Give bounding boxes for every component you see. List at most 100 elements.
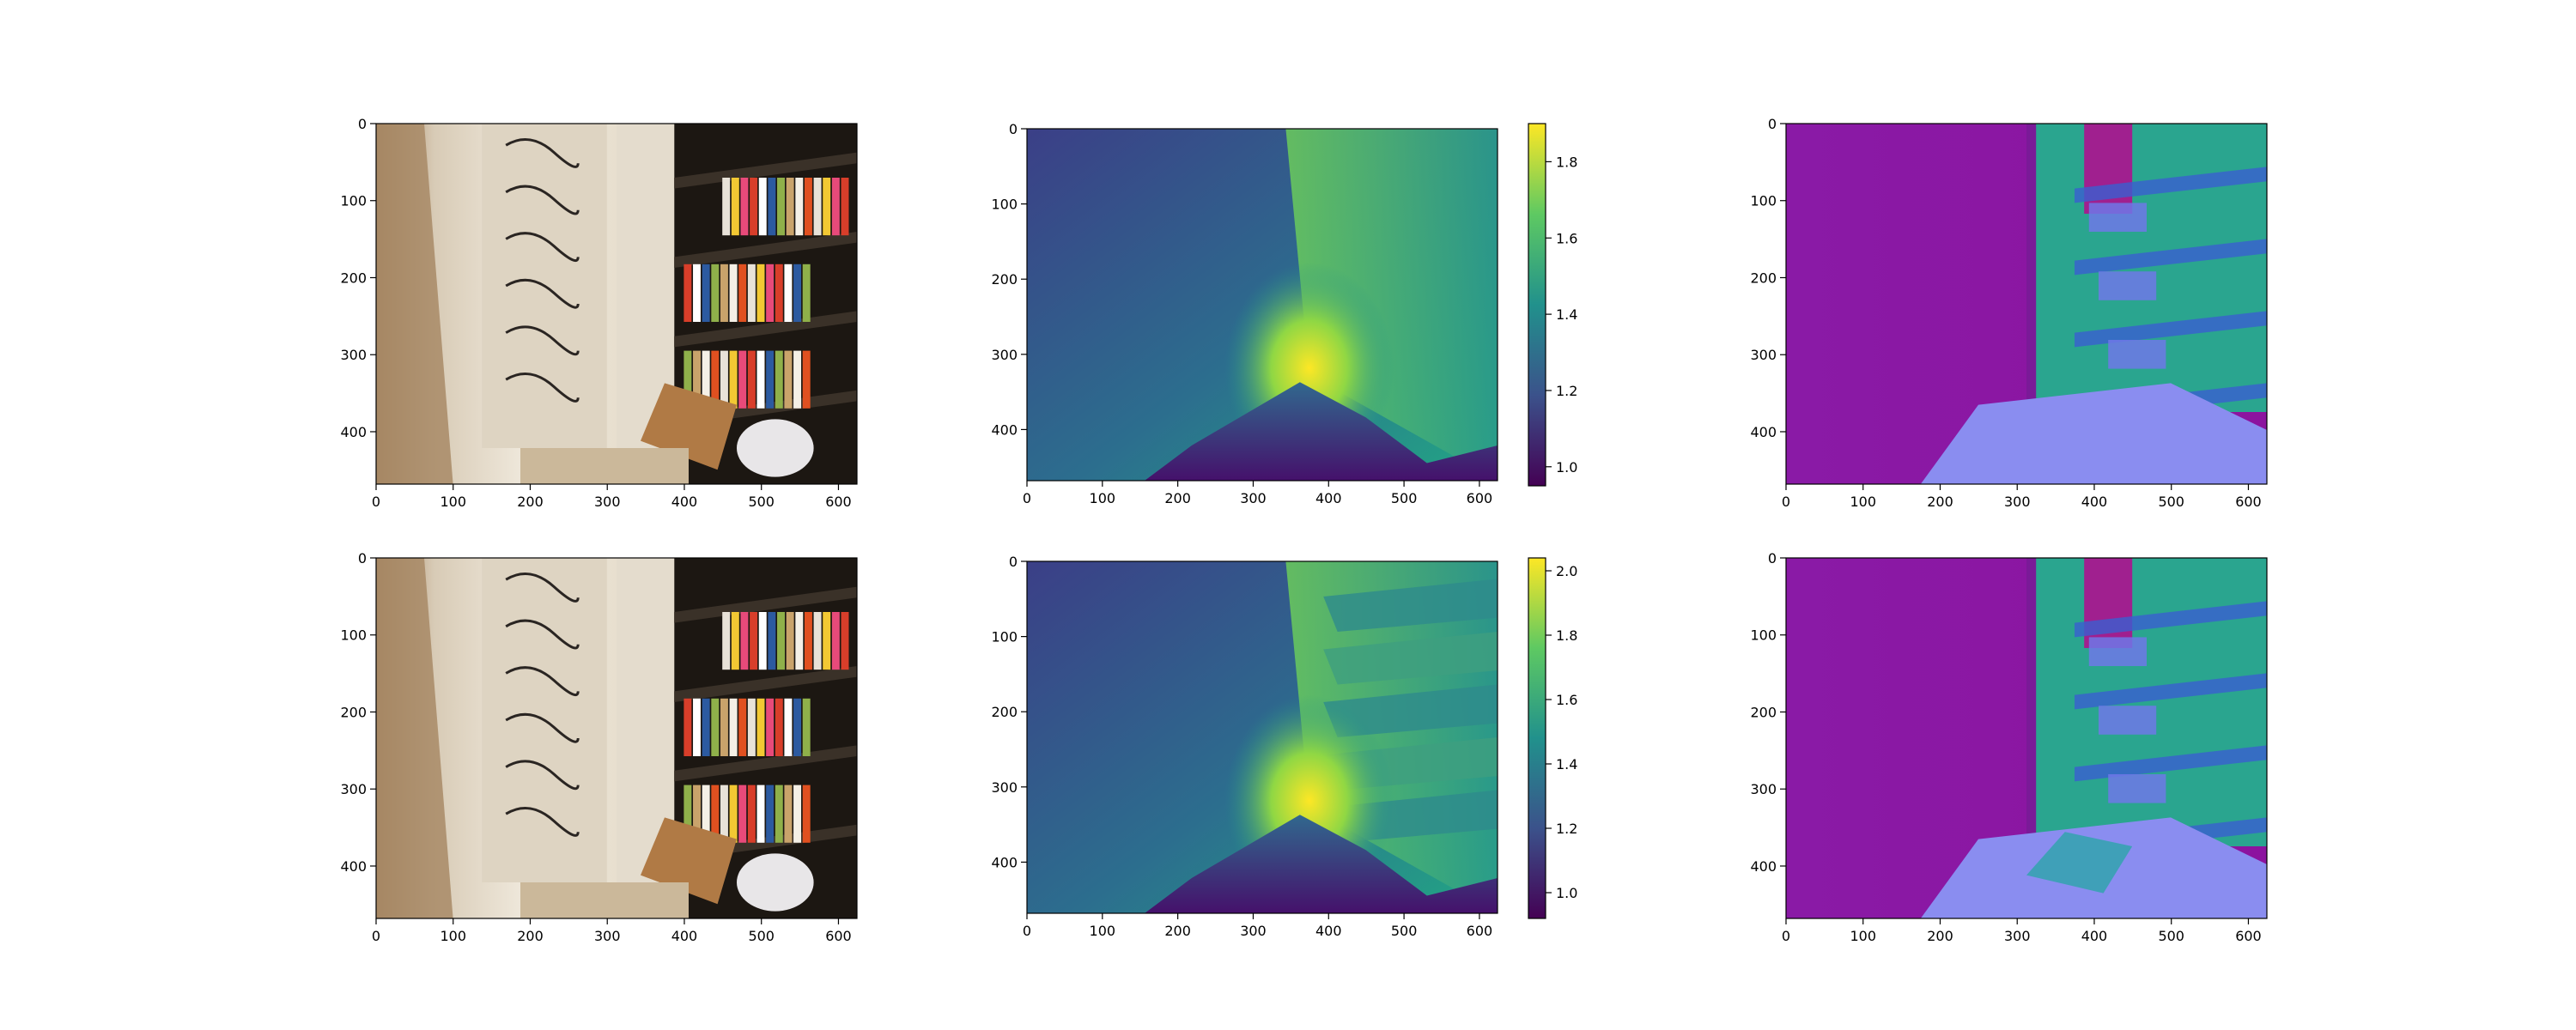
normal-shelf-edge: [2075, 673, 2267, 710]
y-tick-label: 400: [991, 421, 1018, 438]
book: [793, 698, 802, 756]
book: [804, 178, 812, 236]
rgb-image-top: 0 100 200 300 400 500 600 0 100 200 300 400: [340, 116, 858, 510]
book: [802, 264, 811, 322]
x-tick-label: 0: [1023, 923, 1031, 939]
x-tick-label: 200: [517, 928, 544, 944]
book: [711, 264, 720, 322]
book: [813, 612, 822, 670]
x-tick-label: 600: [2235, 928, 2262, 944]
book: [740, 612, 749, 670]
axes-frame: [375, 557, 858, 919]
scroll-sketch: [505, 807, 580, 837]
book: [784, 264, 793, 322]
book: [693, 698, 701, 756]
book: [793, 350, 802, 409]
y-tick-label: 200: [1750, 270, 1777, 286]
x-tick-label: 100: [1850, 928, 1876, 944]
book: [750, 178, 758, 236]
y-tick-label: 0: [1009, 121, 1018, 137]
y-tick-label: 100: [340, 193, 367, 209]
colorbar-tick-label: 2.0: [1556, 563, 1577, 579]
x-tick-label: 200: [1927, 494, 1953, 510]
book: [731, 612, 739, 670]
book: [758, 612, 767, 670]
book: [729, 264, 738, 322]
book: [823, 178, 831, 236]
book: [766, 698, 775, 756]
y-tick-label: 200: [991, 271, 1018, 288]
x-tick-label: 500: [2158, 928, 2184, 944]
y-tick-label: 300: [340, 781, 367, 797]
floor-clutter: [520, 882, 689, 918]
y-tick-label: 300: [1750, 781, 1777, 797]
normal-shelf-edge: [2075, 311, 2267, 348]
book: [784, 350, 793, 409]
panels: 0 100 200 300 400 500 600 0 100 200 300 400 0 100 200 3…: [340, 116, 2268, 944]
book: [766, 264, 775, 322]
axes-frame: [1026, 128, 1498, 482]
cardboard-box: [641, 817, 737, 905]
colorbar-tick-label: 1.0: [1556, 459, 1577, 476]
book: [766, 350, 775, 409]
book: [768, 178, 776, 236]
book: [738, 785, 747, 843]
x-tick-label: 200: [517, 494, 544, 510]
x-tick-label: 300: [1240, 923, 1267, 939]
left-wall-shadow: [376, 124, 453, 484]
book: [813, 178, 822, 236]
normal-shelf-edge: [2075, 239, 2267, 276]
depth-map-bottom: 0 100 200 300 400 500 600 0 100 200 300 400: [991, 554, 1498, 939]
book: [731, 178, 739, 236]
book: [693, 264, 701, 322]
book: [793, 264, 802, 322]
colorbar-tick-label: 1.4: [1556, 306, 1577, 323]
colorbar: 1.0 1.2 1.4 1.6 1.8: [1528, 123, 1577, 487]
y-tick-label: 100: [991, 629, 1018, 645]
y-tick-label: 100: [1750, 193, 1777, 209]
scroll-sketch: [505, 185, 580, 215]
x-tick-label: 200: [1927, 928, 1953, 944]
book: [747, 698, 756, 756]
x-tick-label: 500: [748, 928, 775, 944]
shelf-plank: [674, 586, 857, 623]
x-tick-label: 600: [825, 494, 852, 510]
normal-book-block: [2108, 774, 2166, 803]
book: [786, 612, 794, 670]
y-tick-label: 400: [991, 854, 1018, 870]
colorbar-gradient: [1528, 123, 1546, 487]
x-tick-label: 300: [1240, 490, 1267, 506]
x-tick-label: 100: [440, 494, 466, 510]
y-tick-label: 0: [1768, 116, 1777, 132]
book: [802, 785, 811, 843]
book: [747, 785, 756, 843]
x-tick-label: 500: [1391, 490, 1418, 506]
y-tick-label: 0: [1768, 550, 1777, 566]
normal-book-block: [2088, 203, 2147, 232]
colorbar: 1.0 1.2 1.4 1.6 1.8 2.0: [1528, 557, 1577, 919]
book: [756, 698, 765, 756]
book: [711, 698, 720, 756]
book: [722, 178, 731, 236]
book: [758, 178, 767, 236]
book: [747, 350, 756, 409]
x-tick-label: 600: [2235, 494, 2262, 510]
x-tick-label: 0: [1782, 494, 1790, 510]
book: [729, 785, 738, 843]
depth-map-bottom-image: [1027, 561, 1498, 913]
book: [831, 612, 840, 670]
scroll-sketch: [505, 232, 580, 263]
book: [683, 785, 692, 843]
x-tick-label: 0: [1782, 928, 1790, 944]
book: [693, 785, 701, 843]
x-tick-label: 600: [1467, 490, 1493, 506]
book: [775, 350, 783, 409]
rgb-image-bottom: 0 100 200 300 400 500 600 0 100 200 300 400: [340, 550, 858, 944]
colorbar-tick-label: 1.8: [1556, 154, 1577, 170]
axes-frame: [1785, 557, 2268, 919]
y-tick-label: 100: [340, 627, 367, 644]
book: [756, 785, 765, 843]
y-tick-label: 100: [1750, 627, 1777, 644]
scroll-sketch: [505, 760, 580, 791]
